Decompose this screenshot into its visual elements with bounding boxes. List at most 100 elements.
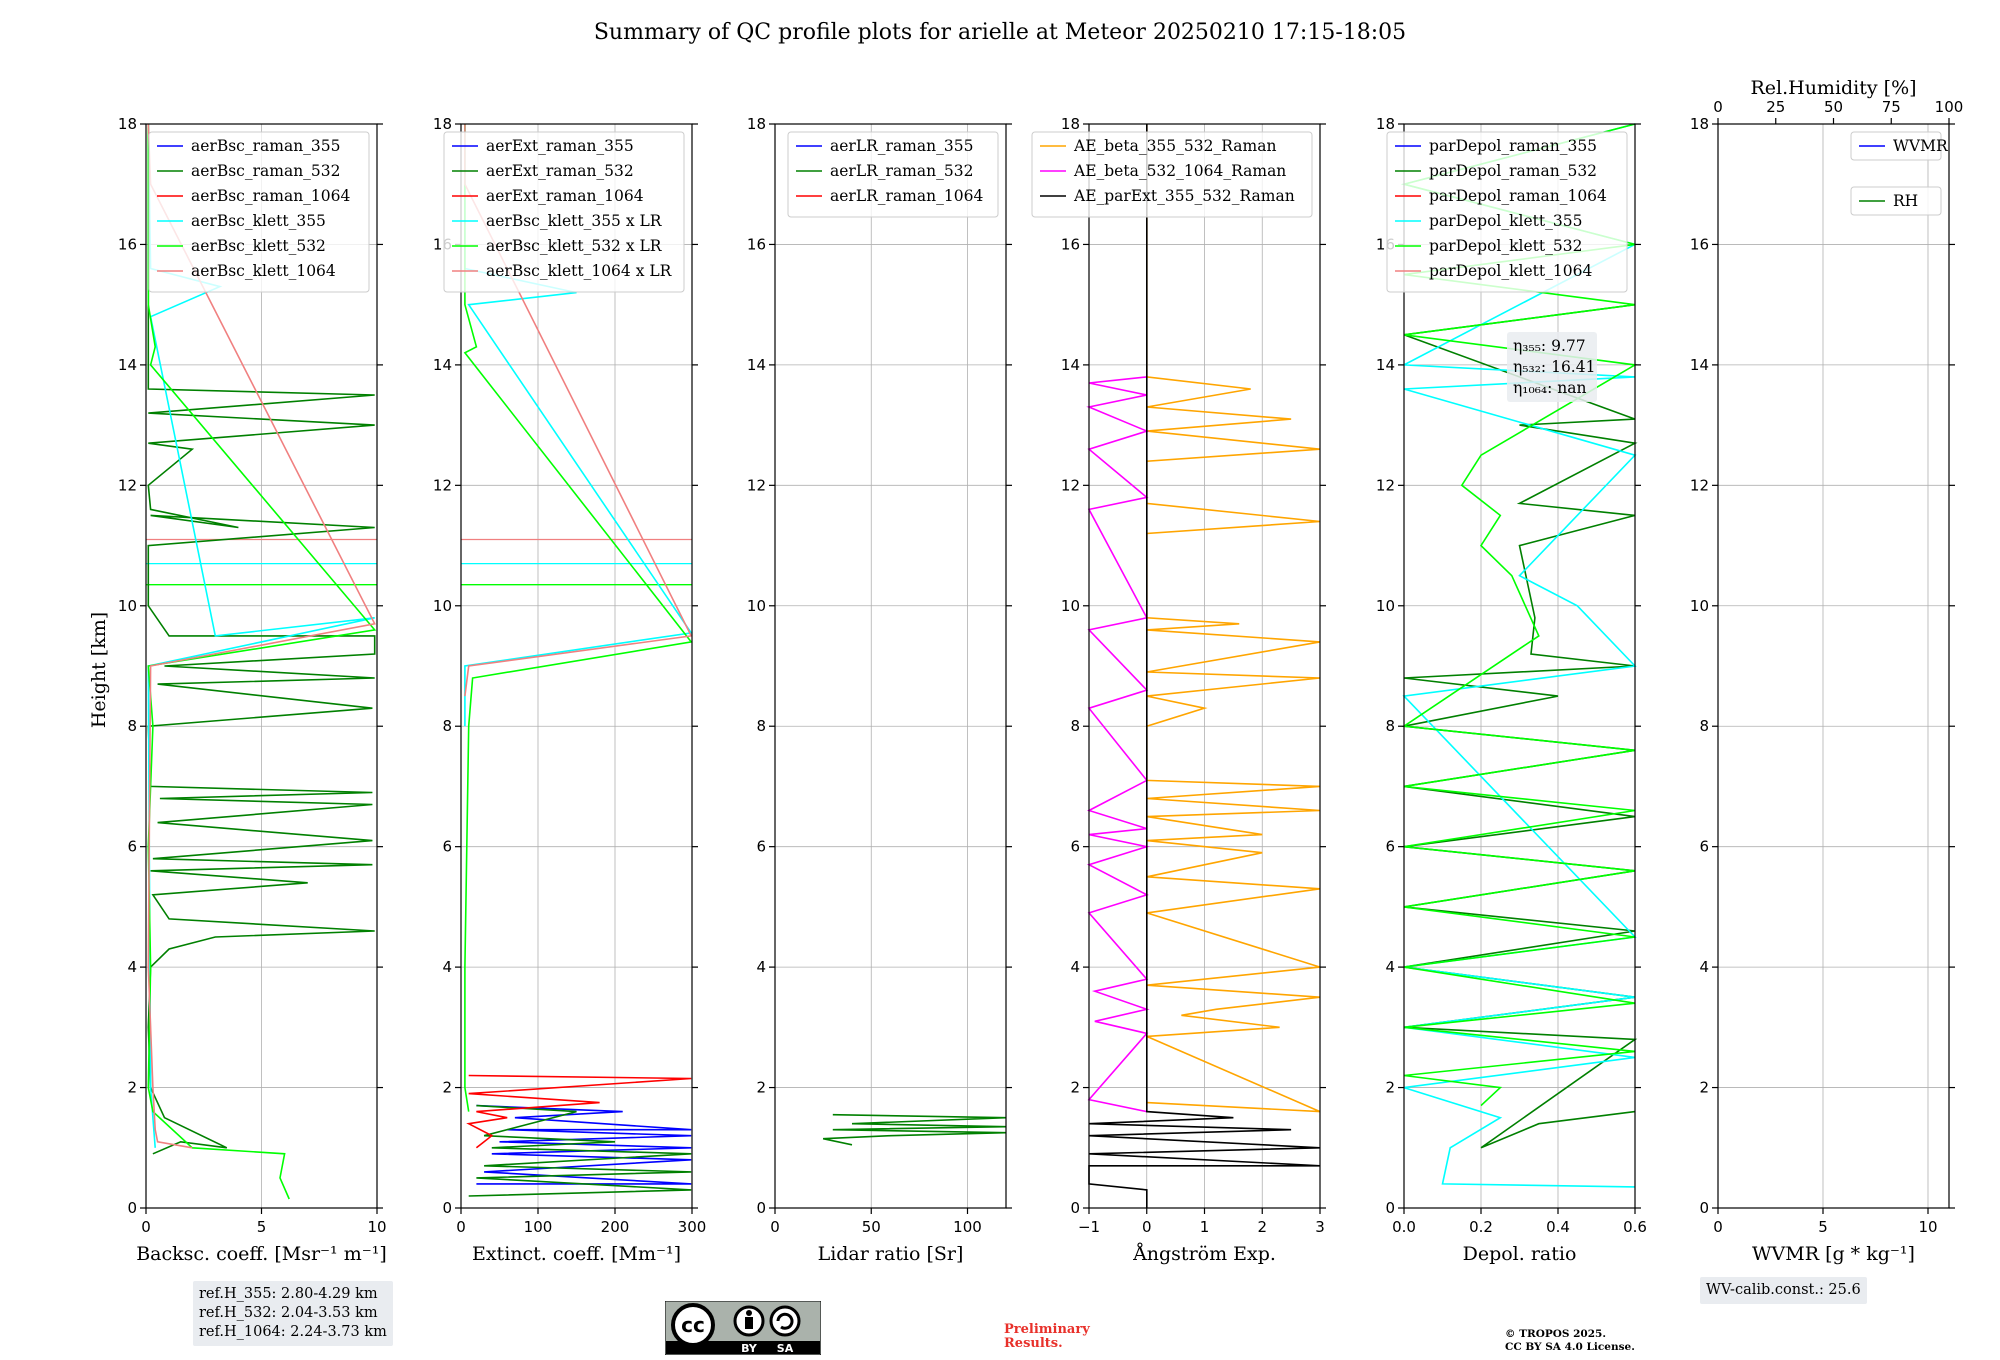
- y-tick-label: 6: [1699, 838, 1709, 856]
- legend-label: aerExt_raman_532: [486, 162, 634, 180]
- x-tick-label: 0: [1713, 1218, 1723, 1236]
- legend-label: aerBsc_raman_532: [191, 162, 341, 180]
- legend-label: WVMR: [1893, 137, 1949, 155]
- preliminary-line-2: Results.: [1004, 1336, 1063, 1351]
- x-tick-label: 0: [141, 1218, 151, 1236]
- preliminary-note: Preliminary Results.: [1004, 1323, 1090, 1351]
- series-line-aerExt_raman_532: [468, 1104, 692, 1197]
- y-tick-label: 16: [747, 235, 766, 253]
- y-tick-label: 8: [127, 717, 137, 735]
- legend-label: aerExt_raman_355: [486, 137, 634, 155]
- x-tick-label: 5: [1818, 1218, 1828, 1236]
- axes-frame: [1403, 123, 1636, 1209]
- legend-label: aerBsc_klett_355 x LR: [486, 212, 663, 230]
- y-tick-label: 0: [1070, 1199, 1080, 1217]
- figure-title: Summary of QC profile plots for arielle …: [593, 20, 1407, 45]
- y-tick-label: 12: [1690, 476, 1709, 494]
- legend-WVMR: WVMR: [1850, 131, 1949, 161]
- series-line-AE_beta_355_532_Raman: [1146, 124, 1321, 1113]
- wv-calibration-box: WV-calib.const.: 25.6: [1700, 1277, 1867, 1304]
- y-tick-label: 18: [118, 115, 137, 133]
- axes-frame: [460, 123, 693, 1209]
- series-line-aerExt_raman_355: [476, 1104, 692, 1185]
- sa-share-icon: [776, 1312, 794, 1330]
- legend-label: aerLR_raman_355: [830, 137, 973, 155]
- y-tick-label: 2: [1699, 1079, 1709, 1097]
- copyright-note: © TROPOS 2025. CC BY SA 4.0 License.: [1505, 1328, 1635, 1354]
- y-tick-label: 2: [756, 1079, 766, 1097]
- y-axis-label: Height [km]: [88, 612, 110, 728]
- y-tick-label: 0: [442, 1199, 452, 1217]
- y-tick-label: 6: [1070, 838, 1080, 856]
- y-tick-label: 18: [1376, 115, 1395, 133]
- x-tick-label: 10: [1918, 1218, 1937, 1236]
- legend-label: aerBsc_klett_1064: [191, 262, 336, 280]
- copyright-line-2: CC BY SA 4.0 License.: [1505, 1341, 1635, 1353]
- x-tick-label: 0.0: [1392, 1218, 1416, 1236]
- panel-bsc: 0 5 10 0 2 4 6 8 10 12 14 16 18 Backsc. coeff. [Msr⁻¹…: [118, 115, 387, 1265]
- copyright-line-1: © TROPOS 2025.: [1505, 1328, 1607, 1340]
- y-tick-label: 12: [747, 476, 766, 494]
- legend-label: AE_parExt_355_532_Raman: [1073, 187, 1295, 205]
- eta-value: η₁₀₆₄: nan: [1513, 379, 1587, 397]
- y-tick-label: 12: [1376, 476, 1395, 494]
- top-x-tick-label: 100: [1935, 98, 1964, 116]
- legend-label: aerBsc_klett_1064 x LR: [486, 262, 673, 280]
- y-tick-label: 0: [1385, 1199, 1395, 1217]
- x-tick-label: 1: [1200, 1218, 1210, 1236]
- eta-value: η₅₃₂: 16.41: [1513, 358, 1595, 376]
- y-tick-label: 14: [1061, 356, 1080, 374]
- y-tick-label: 8: [1070, 717, 1080, 735]
- x-tick-label: 200: [601, 1218, 630, 1236]
- legend-label: aerExt_raman_1064: [486, 187, 644, 205]
- x-tick-label: 0.4: [1546, 1218, 1570, 1236]
- top-x-tick-label: 50: [1824, 98, 1843, 116]
- y-tick-label: 16: [1690, 235, 1709, 253]
- x-tick-label: 0: [770, 1218, 780, 1236]
- legend-RH: RH: [1850, 186, 1942, 216]
- legend-ext: aerExt_raman_355 aerExt_raman_532 aerExt_r…: [443, 131, 685, 293]
- y-tick-label: 16: [1061, 235, 1080, 253]
- y-tick-label: 8: [1699, 717, 1709, 735]
- y-tick-label: 14: [747, 356, 766, 374]
- wv-calibration-constant: WV-calib.const.: 25.6: [1706, 1282, 1861, 1298]
- top-x-tick-label: 25: [1766, 98, 1785, 116]
- y-tick-label: 10: [1061, 597, 1080, 615]
- legend-label: aerBsc_raman_1064: [191, 187, 351, 205]
- ref-height-355: ref.H_355: 2.80-4.29 km: [199, 1286, 378, 1302]
- legend-depol: parDepol_raman_355 parDepol_raman_532 parD…: [1386, 131, 1628, 293]
- y-tick-label: 8: [1385, 717, 1395, 735]
- y-tick-label: 2: [127, 1079, 137, 1097]
- y-tick-label: 4: [1385, 958, 1395, 976]
- y-tick-label: 10: [747, 597, 766, 615]
- x-tick-label: 0.6: [1623, 1218, 1647, 1236]
- legend-label: parDepol_raman_1064: [1429, 187, 1607, 205]
- by-person-icon: [746, 1310, 752, 1316]
- legend-ae: AE_beta_355_532_Raman AE_beta_532_1064_Ra…: [1031, 131, 1313, 218]
- x-tick-label: 0: [1142, 1218, 1152, 1236]
- y-tick-label: 18: [747, 115, 766, 133]
- series-line-aerBsc_klett_532 x LR: [463, 124, 693, 1112]
- y-tick-label: 0: [127, 1199, 137, 1217]
- ref-height-1064: ref.H_1064: 2.24-3.73 km: [199, 1324, 387, 1340]
- x-tick-label: 3: [1315, 1218, 1325, 1236]
- y-tick-label: 4: [1070, 958, 1080, 976]
- y-tick-label: 12: [433, 476, 452, 494]
- axes-frame: [1717, 123, 1950, 1209]
- y-tick-label: 6: [1385, 838, 1395, 856]
- axes-frame: [774, 123, 1007, 1209]
- x-tick-label: 10: [367, 1218, 386, 1236]
- preliminary-line-1: Preliminary: [1004, 1322, 1090, 1337]
- y-tick-label: 0: [756, 1199, 766, 1217]
- series-line-aerLR_raman_532: [822, 1113, 1007, 1146]
- y-tick-label: 18: [1690, 115, 1709, 133]
- x-tick-label: 300: [678, 1218, 707, 1236]
- x-tick-label: −1: [1078, 1218, 1100, 1236]
- top-x-axis-label: Rel.Humidity [%]: [1750, 77, 1916, 99]
- legend-label: RH: [1893, 192, 1918, 210]
- legend-label: AE_beta_355_532_Raman: [1073, 137, 1276, 155]
- legend-label: parDepol_raman_532: [1429, 162, 1597, 180]
- x-tick-label: 0: [456, 1218, 466, 1236]
